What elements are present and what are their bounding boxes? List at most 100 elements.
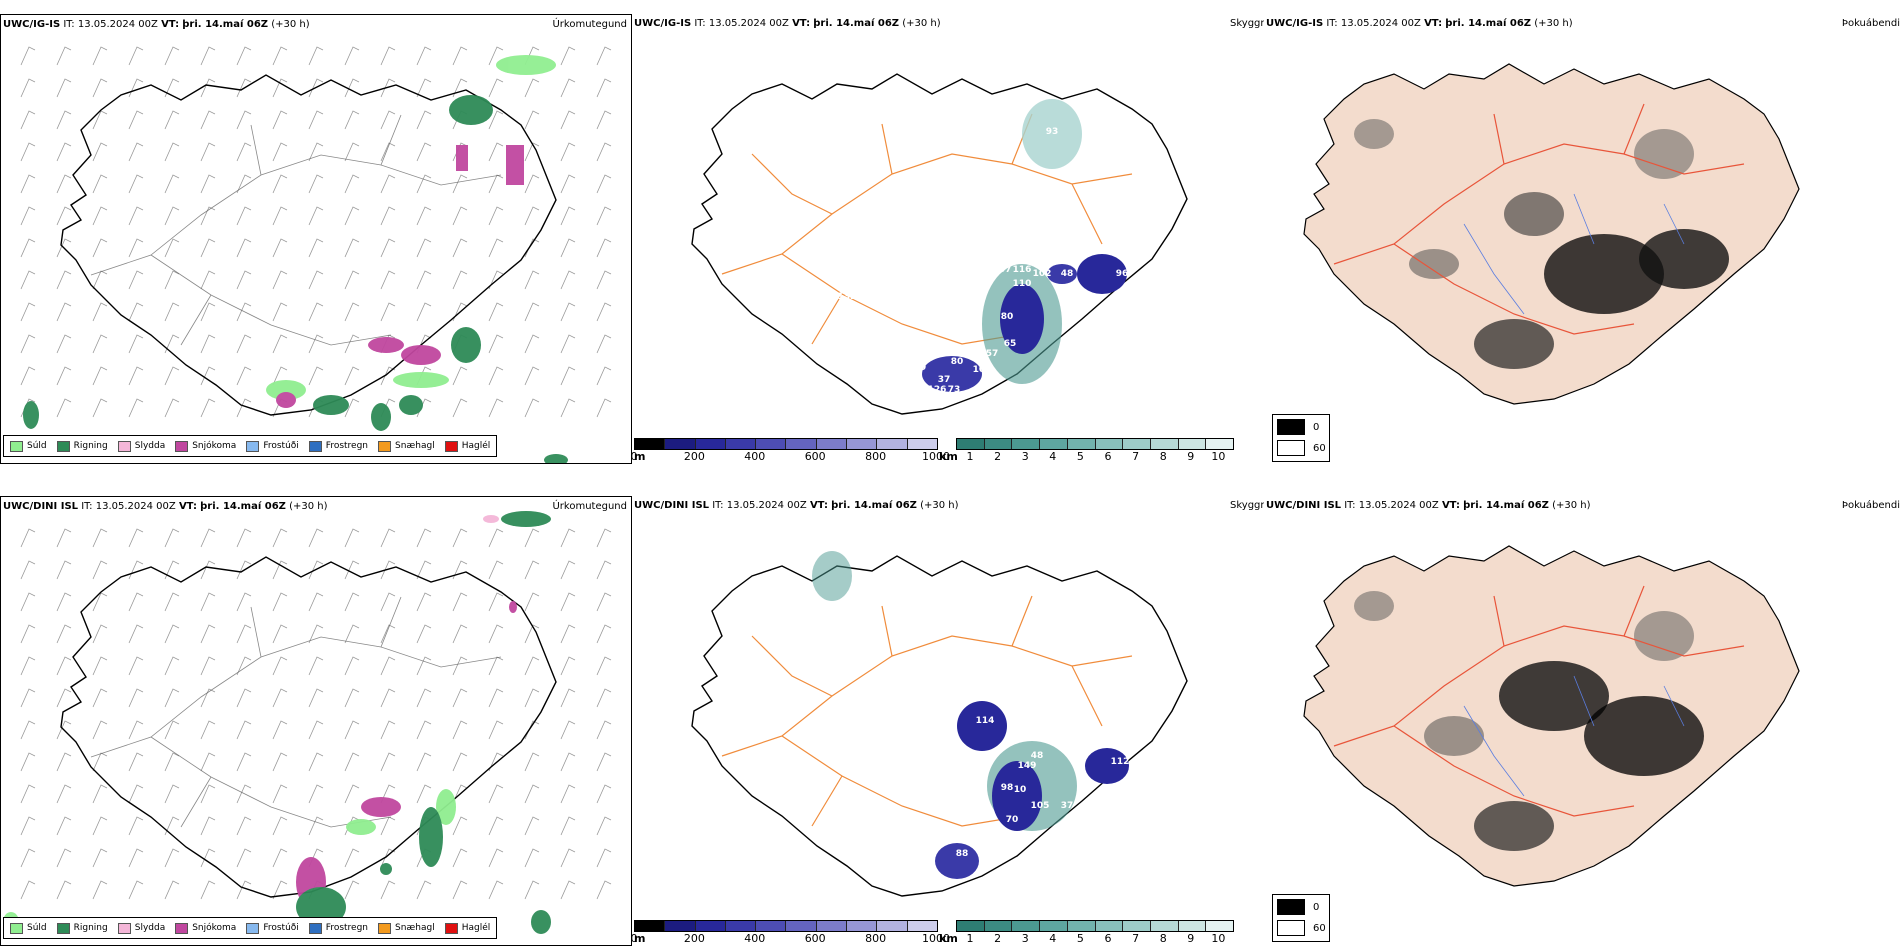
wind-barb [272,174,288,194]
wind-barb [560,720,576,740]
legend-item: Rigning [56,440,108,452]
visibility-colorbar-km [956,438,1234,450]
wind-barb [596,592,612,612]
wind-barb [128,398,144,418]
visibility-map: 114 48 112 149 98 10 105 70 37 88 93 90 [691,551,1188,897]
tick-label: 9 [1187,932,1195,945]
wind-barb [308,720,324,740]
svg-text:13: 13 [956,247,969,257]
rivers [1463,675,1685,797]
wind-barb [596,366,612,386]
fog-legend-row: 0 [1277,899,1319,915]
fog-legend-row: 60 [1277,920,1326,936]
panel-header: UWC/DINI ISL IT: 13.05.2024 00Z VT: þri.… [3,501,328,512]
tick-label: 0 [632,450,638,463]
tick-label: 200 [683,932,705,945]
wind-barb [272,302,288,322]
wind-barb [236,688,252,708]
wind-barb [164,752,180,772]
wind-barb [236,334,252,354]
svg-text:48: 48 [1061,269,1074,279]
wind-barb [128,624,144,644]
svg-text:10: 10 [1014,785,1027,795]
wind-barb [596,528,612,548]
wind-barb [344,528,360,548]
wind-barb [56,848,72,868]
fog-shading [1354,119,1729,369]
unit-km: km [939,450,958,463]
wind-barb [164,848,180,868]
wind-barb [236,78,252,98]
wind-barb [308,656,324,676]
legend-item: Frostúði [246,440,299,452]
wind-barb [488,78,504,98]
wind-barb [20,302,36,322]
wind-barb [452,688,468,708]
svg-text:98: 98 [1001,783,1014,793]
panel-header: UWC/IG-IS IT: 13.05.2024 00Z VT: þri. 14… [634,18,941,29]
fog-swatch [1277,419,1305,435]
wind-barb [416,142,432,162]
fog-legend: 0 60 [1272,414,1330,462]
colorbar-cell [957,921,985,931]
fog-legend-row: 0 [1277,419,1319,435]
wind-barb [488,688,504,708]
wind-barb [596,752,612,772]
tick-label: 4 [1049,932,1057,945]
wind-barb [272,110,288,130]
wind-barb [128,142,144,162]
colorbar-cell [725,439,757,449]
wind-barb [452,848,468,868]
svg-text:114: 114 [976,716,995,726]
wind-barb [524,752,540,772]
wind-barb [128,720,144,740]
wind-barb [596,174,612,194]
wind-barb [344,656,360,676]
legend-item: Haglél [444,922,490,934]
wind-barb [524,528,540,548]
wind-barb [452,398,468,418]
wind-barb [272,142,288,162]
wind-barb [488,880,504,900]
wind-barb [200,110,216,130]
visibility-colorbar-km [956,920,1234,932]
wind-barb [164,816,180,836]
wind-barb [200,366,216,386]
legend-swatch [308,440,322,452]
colorbar-cell [635,921,666,931]
panel-header: UWC/IG-IS IT: 13.05.2024 00Z VT: þri. 14… [1266,18,1573,29]
visibility-panel-top: UWC/IG-IS IT: 13.05.2024 00Z VT: þri. 14… [632,14,1264,464]
wind-barb [560,302,576,322]
svg-text:70: 70 [1006,815,1019,825]
precip-map [3,511,612,934]
wind-barb [560,78,576,98]
wind-barb [488,174,504,194]
wind-barb [524,560,540,580]
precip-panel-top: UWC/IG-IS IT: 13.05.2024 00Z VT: þri. 14… [0,14,632,464]
wind-barb [200,656,216,676]
wind-barb [488,752,504,772]
wind-barb [308,78,324,98]
wind-barb [272,560,288,580]
wind-barb [20,880,36,900]
wind-barb [380,528,396,548]
svg-text:93: 93 [1096,157,1109,167]
wind-barb [56,238,72,258]
wind-barb [596,624,612,644]
wind-barb [560,592,576,612]
wind-barb [164,656,180,676]
svg-text:100: 100 [928,257,947,267]
legend-swatch [246,440,260,452]
wind-barb [452,366,468,386]
colorbar-cell [1123,439,1151,449]
wind-barb [56,174,72,194]
wind-barb [20,816,36,836]
wind-barb [200,688,216,708]
tick-label: 8 [1159,932,1167,945]
wind-barb [488,720,504,740]
wind-barb [128,752,144,772]
wind-barb [272,624,288,644]
wind-barb [200,592,216,612]
wind-barb [92,78,108,98]
colorbar-cell [1095,439,1124,449]
